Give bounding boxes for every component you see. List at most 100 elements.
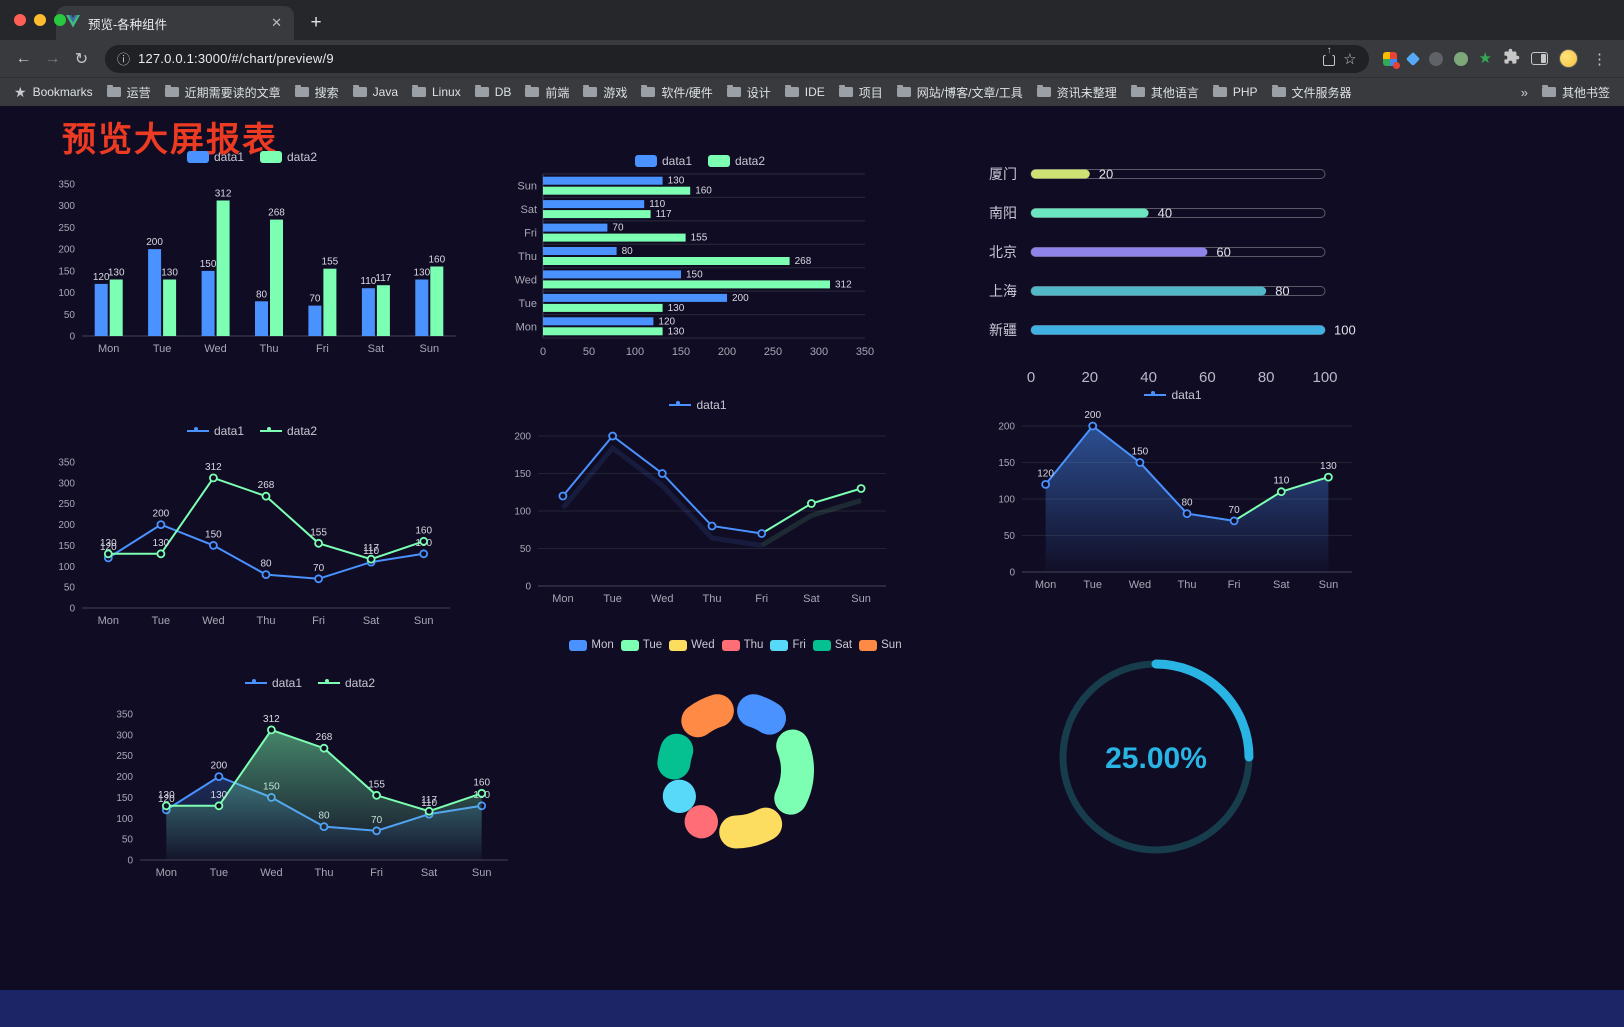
address-bar[interactable]: ⓘ 127.0.0.1:3000/#/chart/preview/9 ↑ ☆ xyxy=(105,44,1369,73)
back-button[interactable]: ← xyxy=(15,49,32,67)
svg-text:350: 350 xyxy=(58,180,75,191)
bookmark-folder[interactable]: 文件服务器 xyxy=(1271,84,1352,101)
svg-text:100: 100 xyxy=(1312,369,1337,386)
minimize-window-button[interactable] xyxy=(34,14,46,26)
bookmark-folder[interactable]: 设计 xyxy=(726,84,771,101)
legend-item[interactable]: Wed xyxy=(669,639,715,651)
svg-text:南阳: 南阳 xyxy=(989,205,1017,221)
svg-text:268: 268 xyxy=(795,256,812,267)
extension-badge xyxy=(1392,61,1400,69)
svg-text:Thu: Thu xyxy=(315,867,334,879)
bookmark-folder[interactable]: 资讯未整理 xyxy=(1036,84,1117,101)
legend-item[interactable]: data2 xyxy=(260,150,317,164)
browser-menu-icon[interactable]: ⋮ xyxy=(1592,50,1607,68)
svg-text:250: 250 xyxy=(764,346,782,358)
extension-grid-icon[interactable] xyxy=(1382,51,1400,69)
svg-text:130: 130 xyxy=(158,790,175,801)
bookmark-folder[interactable]: DB xyxy=(474,85,511,99)
legend-item[interactable]: data2 xyxy=(260,424,317,438)
svg-text:110: 110 xyxy=(360,276,376,287)
legend-item[interactable]: Sat xyxy=(812,639,852,651)
legend-item[interactable]: data1 xyxy=(634,154,692,168)
forward-button[interactable]: → xyxy=(44,49,61,67)
svg-text:0: 0 xyxy=(1027,369,1035,386)
legend-item[interactable]: Tue xyxy=(620,639,662,651)
bookmarks-root[interactable]: ★ Bookmarks xyxy=(14,83,93,100)
legend-item[interactable]: data1 xyxy=(186,150,244,164)
reload-button[interactable]: ↻ xyxy=(74,50,89,68)
legend-line-marker xyxy=(669,401,692,406)
legend-item[interactable]: Fri xyxy=(770,639,806,651)
legend-item[interactable]: data1 xyxy=(186,424,244,438)
bookmark-folder[interactable]: 其他语言 xyxy=(1130,84,1199,101)
extension-green-icon[interactable] xyxy=(1453,51,1468,66)
legend-item[interactable]: Sun xyxy=(859,639,902,651)
extension-star-icon[interactable]: ★ xyxy=(1478,49,1492,67)
chart-legend: data1 xyxy=(1144,384,1202,406)
gauge-canvas: 25.00% xyxy=(1059,659,1254,854)
share-icon[interactable]: ↑ xyxy=(1323,45,1336,66)
side-panel-icon[interactable] xyxy=(1531,52,1548,65)
extension-dark-icon[interactable] xyxy=(1428,51,1443,66)
bookmark-folder[interactable]: 网站/博客/文章/工具 xyxy=(896,84,1023,101)
close-window-button[interactable] xyxy=(14,14,26,26)
legend-item[interactable]: data2 xyxy=(318,676,375,690)
line-two-canvas: 0 50 100 150 200 250 300 350 Mon Tue Wed Thu Fri Sat S… xyxy=(58,458,450,627)
bookmark-folder[interactable]: IDE xyxy=(784,85,825,99)
zoom-window-button[interactable] xyxy=(54,14,66,26)
legend-item[interactable]: data1 xyxy=(1144,388,1202,402)
svg-text:300: 300 xyxy=(116,730,133,741)
window-controls xyxy=(0,0,80,40)
tab-close-icon[interactable]: ✕ xyxy=(271,15,282,30)
legend-line-marker xyxy=(318,679,340,684)
legend-item[interactable]: data1 xyxy=(669,398,727,412)
new-tab-button[interactable]: + xyxy=(310,12,322,33)
svg-text:130: 130 xyxy=(1320,461,1337,472)
svg-text:150: 150 xyxy=(514,469,531,480)
svg-text:130: 130 xyxy=(211,790,228,801)
svg-text:70: 70 xyxy=(309,294,321,305)
extensions-area: ★ ⋮ xyxy=(1379,48,1614,70)
folder-icon xyxy=(1130,85,1145,97)
bookmark-folder[interactable]: PHP xyxy=(1212,85,1258,99)
svg-text:Tue: Tue xyxy=(1083,579,1102,591)
legend-item[interactable]: data2 xyxy=(708,154,765,168)
svg-text:Mon: Mon xyxy=(516,321,537,333)
bookmark-star-icon[interactable]: ☆ xyxy=(1343,50,1357,68)
bookmark-folder[interactable]: 游戏 xyxy=(583,84,627,101)
bookmark-folder[interactable]: 前端 xyxy=(525,84,569,101)
svg-text:150: 150 xyxy=(998,458,1015,469)
svg-text:Sun: Sun xyxy=(414,615,434,627)
profile-avatar[interactable] xyxy=(1559,49,1578,68)
svg-text:130: 130 xyxy=(668,176,685,187)
svg-text:25.00%: 25.00% xyxy=(1105,742,1207,775)
svg-text:北京: 北京 xyxy=(989,244,1017,260)
legend-item[interactable]: Thu xyxy=(721,639,763,651)
legend-item[interactable]: Mon xyxy=(569,639,614,651)
bookmark-folder[interactable]: Java xyxy=(352,85,398,99)
extensions-puzzle-icon[interactable] xyxy=(1503,48,1520,70)
extension-diamond-icon[interactable] xyxy=(1405,51,1420,66)
bookmark-folder[interactable]: Linux xyxy=(412,85,461,99)
bookmark-folder[interactable]: 运营 xyxy=(106,84,151,101)
bookmark-folder[interactable]: 项目 xyxy=(838,84,883,101)
browser-tab[interactable]: 预览-各种组件 ✕ xyxy=(56,6,294,40)
chart-legend: data1 data2 xyxy=(186,146,317,168)
svg-text:155: 155 xyxy=(691,233,708,244)
legend-item[interactable]: data1 xyxy=(244,676,302,690)
svg-text:120: 120 xyxy=(100,542,117,553)
site-info-icon[interactable]: ⓘ xyxy=(117,52,131,67)
bookmarks-overflow-chevron[interactable]: » xyxy=(1520,84,1528,100)
bookmark-folder[interactable]: 搜索 xyxy=(294,84,339,101)
svg-text:110: 110 xyxy=(1273,476,1289,487)
line-area-two-canvas: 0 50 100 150 200 250 300 350 Mon Tue Wed Thu Fri Sat S… xyxy=(116,710,508,879)
svg-text:60: 60 xyxy=(1216,245,1230,260)
two-series-line-chart: data1 data2 0 50 100 150 200 250 300 350 Mon Tue Wed… xyxy=(42,420,462,642)
bookmark-folder[interactable]: 近期需要读的文章 xyxy=(164,84,281,101)
other-bookmarks[interactable]: 其他书签 xyxy=(1541,84,1610,101)
svg-text:250: 250 xyxy=(58,499,75,510)
bookmark-folder[interactable]: 软件/硬件 xyxy=(641,84,713,101)
chart-legend: data1 data2 xyxy=(634,150,765,172)
svg-text:200: 200 xyxy=(1084,410,1101,421)
svg-text:70: 70 xyxy=(1229,505,1241,516)
